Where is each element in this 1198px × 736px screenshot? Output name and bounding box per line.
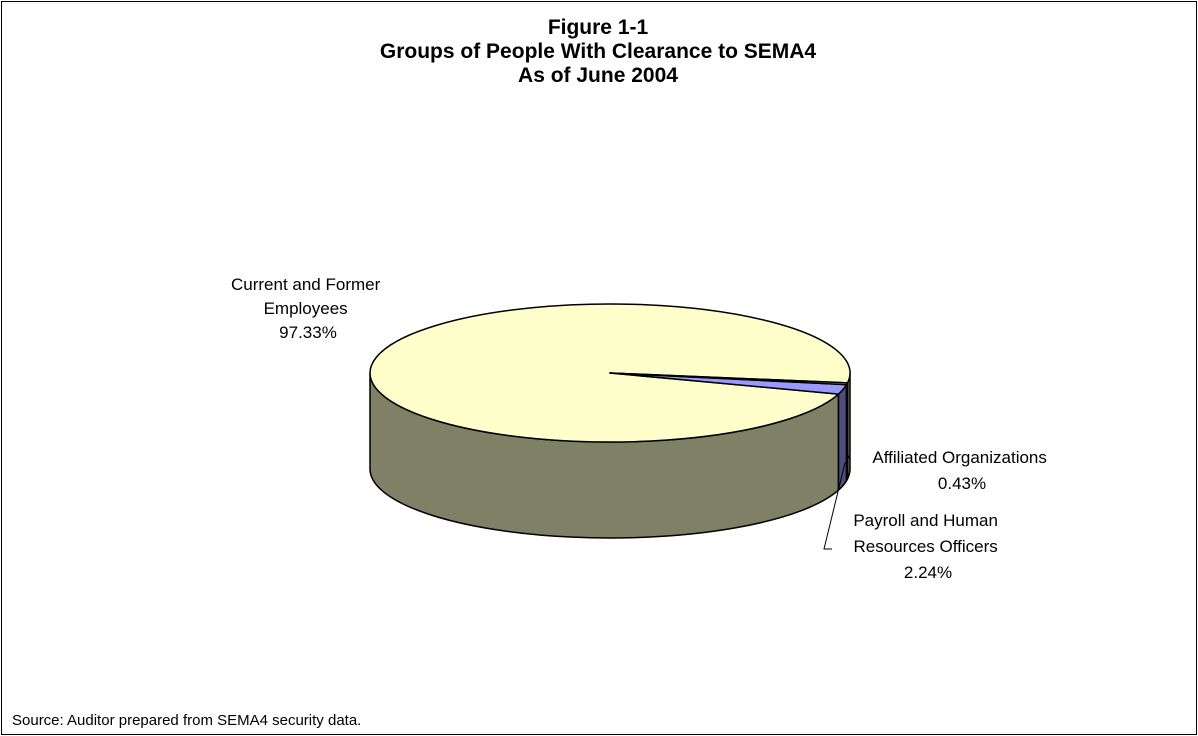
title-line-3: As of June 2004 (518, 64, 678, 87)
source-note: Source: Auditor prepared from SEMA4 secu… (12, 712, 362, 729)
slice-label-employees: Current and Former Employees 97.33% (231, 275, 385, 342)
title-line-2: Groups of People With Clearance to SEMA4 (379, 40, 817, 63)
slice-affiliated-top (609, 372, 849, 386)
slice-label-payroll-line2: Resources Officers (854, 537, 998, 556)
slice-label-affiliated: Affiliated Organizations 0.43% (872, 448, 1051, 493)
slice-label-payroll: Payroll and Human Resources Officers 2.2… (853, 511, 1002, 582)
slice-labels: Current and Former Employees 97.33% Affi… (231, 275, 1051, 582)
slice-label-affiliated-line1: Affiliated Organizations (872, 448, 1047, 467)
leader-line-affiliated (846, 452, 851, 461)
slice-label-payroll-line1: Payroll and Human (853, 511, 998, 530)
chart-title: Figure 1-1 Groups of People With Clearan… (0, 16, 1196, 88)
pie-tops (369, 303, 851, 443)
slice-affiliated-side (845, 382, 849, 482)
leader-line-payroll (823, 462, 846, 550)
slice-label-payroll-pct: 2.24% (904, 563, 952, 582)
slice-label-employees-line1: Current and Former (231, 275, 381, 294)
slice-label-affiliated-pct: 0.43% (938, 474, 986, 493)
slice-label-employees-line2: Employees (264, 299, 348, 318)
slice-label-employees-pct: 97.33% (279, 323, 337, 342)
leader-lines (823, 452, 851, 550)
title-line-1: Figure 1-1 (547, 16, 649, 39)
